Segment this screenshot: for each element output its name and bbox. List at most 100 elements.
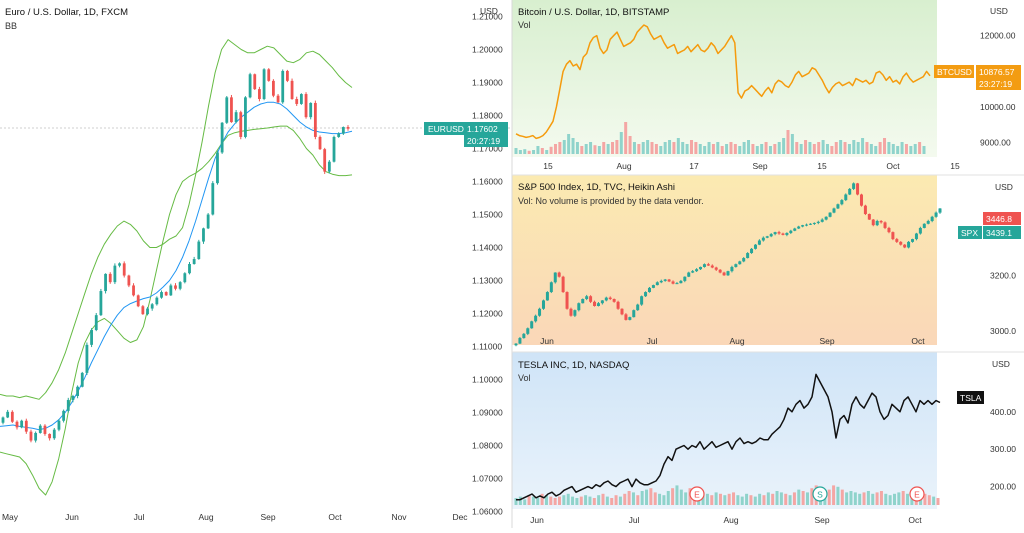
- spx-candle-22: [600, 300, 604, 304]
- tsla-price-axis[interactable]: 200.00 300.00 400.00: [990, 407, 1016, 492]
- spx-candle-6: [538, 308, 542, 316]
- spx-candle-95: [887, 227, 891, 233]
- spx-candle-67: [777, 232, 781, 234]
- btcusd-vol-38: [681, 142, 685, 154]
- earnings-marker-2-label: E: [914, 490, 920, 500]
- spx-candle-80: [828, 212, 832, 217]
- spx-candle-104: [922, 223, 926, 228]
- btcusd-vol-61: [782, 138, 786, 154]
- btcusd-vol-90: [909, 146, 913, 154]
- spx-candle-81: [832, 208, 836, 213]
- eurusd-candle-30: [141, 306, 145, 315]
- spx-candle-20: [593, 301, 597, 306]
- eurusd-time-axis[interactable]: May Jun Jul Aug Sep Oct Nov Dec: [2, 512, 468, 522]
- eurusd-candle-38: [178, 282, 182, 289]
- btcusd-time-axis[interactable]: 15 Aug 17 Sep 15 Oct 15: [543, 161, 960, 171]
- spx-candle-94: [883, 222, 887, 228]
- eurusd-candle-69: [323, 149, 327, 172]
- eurusd-candle-42: [197, 241, 201, 260]
- eurusd-price-axis[interactable]: 1.06000 1.07000 1.08000 1.09000 1.10000 1.110…: [472, 12, 503, 517]
- spx-candle-27: [620, 308, 624, 315]
- tsla-vol-57: [762, 495, 766, 505]
- eurusd-candle-37: [174, 285, 177, 289]
- spx-plot-area[interactable]: [514, 182, 942, 347]
- spx-candle-53: [722, 272, 726, 276]
- eurusd-candle-52: [244, 97, 247, 137]
- tsla-vol-65: [797, 489, 801, 505]
- tsla-vol-10: [558, 496, 562, 505]
- eurusd-candle-5: [24, 420, 28, 432]
- btcusd-vol-93: [922, 146, 926, 154]
- eurusd-candle-60: [281, 70, 285, 103]
- earnings-marker-2[interactable]: [909, 486, 925, 502]
- eurusd-candle-59: [276, 95, 280, 103]
- eurusd-candle-64: [299, 94, 303, 104]
- eurusd-candle-18: [85, 344, 89, 373]
- tsla-vol-81: [866, 491, 870, 505]
- btcusd-vol-52: [742, 142, 746, 154]
- tsla-vol-17: [588, 496, 592, 505]
- spx-candle-55: [730, 266, 734, 272]
- tsla-vol-21: [605, 496, 609, 505]
- tsla-plot-area[interactable]: [516, 373, 941, 501]
- eurusd-indicator-label[interactable]: BB: [5, 21, 17, 31]
- btcusd-vol-21: [606, 144, 610, 154]
- eurusd-xtick-4: Sep: [260, 512, 275, 522]
- btcusd-volume-label[interactable]: Vol: [518, 20, 531, 30]
- eurusd-plot-area[interactable]: [0, 39, 353, 496]
- btcusd-vol-12: [567, 134, 571, 154]
- spx-candle-39: [667, 279, 671, 282]
- eurusd-title: Euro / U.S. Dollar, 1D, FXCM: [5, 7, 128, 18]
- eurusd-candle-62: [290, 80, 294, 99]
- spx-time-axis[interactable]: Jun Jul Aug Sep Oct: [540, 336, 925, 346]
- eurusd-panel: 1.06000 1.07000 1.08000 1.09000 1.10000 1.110…: [0, 0, 512, 528]
- spx-candle-90: [867, 214, 871, 220]
- spx-candle-74: [805, 224, 809, 226]
- tsla-time-axis[interactable]: Jun Jul Aug Sep Oct: [530, 515, 922, 525]
- btcusd-last-price: 10876.57: [979, 67, 1015, 77]
- eurusd-bb-upper: [0, 39, 353, 400]
- eurusd-ytick-4: 1.10000: [472, 375, 503, 385]
- btcusd-vol-50: [733, 144, 737, 154]
- spx-candle-43: [683, 276, 687, 281]
- spx-candle-61: [753, 244, 757, 249]
- eurusd-candle-40: [188, 264, 191, 274]
- tsla-volume-label[interactable]: Vol: [518, 373, 531, 383]
- btcusd-vol-37: [676, 138, 680, 154]
- eurusd-ytick-10: 1.16000: [472, 177, 503, 187]
- tsla-title: TESLA INC, 1D, NASDAQ: [518, 360, 629, 371]
- btcusd-vol-43: [703, 146, 707, 154]
- btcusd-axis-unit: USD: [990, 6, 1008, 16]
- tsla-vol-87: [892, 493, 896, 505]
- btcusd-vol-18: [593, 145, 597, 154]
- tsla-vol-18: [592, 498, 596, 505]
- eurusd-candle-25: [118, 263, 121, 266]
- split-marker[interactable]: [812, 486, 828, 502]
- tsla-vol-37: [675, 485, 679, 505]
- tsla-vol-46: [714, 492, 718, 505]
- tsla-vol-68: [810, 488, 814, 505]
- btcusd-symbol-tag: BTCUSD: [937, 67, 972, 77]
- eurusd-candle-19: [90, 330, 93, 345]
- btcusd-vol-66: [804, 140, 808, 154]
- btcusd-vol-34: [663, 142, 667, 154]
- btcusd-vol-6: [540, 148, 544, 154]
- btcusd-vol-57: [764, 142, 768, 154]
- tsla-vol-34: [662, 495, 666, 505]
- tsla-vol-85: [884, 493, 888, 505]
- tsla-vol-54: [749, 495, 753, 505]
- btcusd-vol-70: [821, 140, 825, 154]
- earnings-marker-1[interactable]: [689, 486, 705, 502]
- tsla-vol-52: [740, 496, 744, 505]
- btcusd-plot-area[interactable]: [515, 24, 931, 140]
- btcusd-price-axis[interactable]: 9000.00 10000.00 12000.00: [980, 31, 1016, 148]
- eurusd-candle-63: [295, 99, 299, 104]
- spx-volume-notice: Vol: No volume is provided by the data v…: [518, 196, 704, 206]
- eurusd-candle-48: [225, 97, 229, 123]
- spx-candle-26: [616, 301, 620, 309]
- spx-candle-25: [612, 299, 616, 302]
- btcusd-xtick-5: Oct: [886, 161, 900, 171]
- tsla-vol-84: [879, 491, 883, 505]
- tsla-ytick-0: 200.00: [990, 482, 1016, 492]
